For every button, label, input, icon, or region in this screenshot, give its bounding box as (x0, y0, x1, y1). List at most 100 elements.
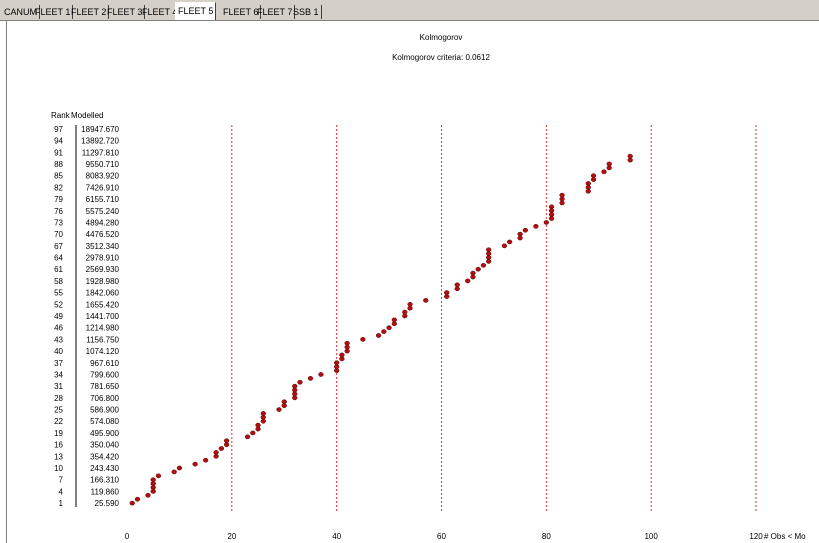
modelled-label: 5575.240 (86, 207, 120, 216)
tab-bar: CANUM FLEET 1 FLEET 2 FLEET 3 FLEET 4 FLEET 5… (0, 0, 819, 21)
chart-title: Kolmogorov (420, 33, 463, 42)
rank-label: 91 (54, 148, 63, 157)
rank-label: 55 (54, 289, 63, 298)
rank-label: 31 (54, 382, 63, 391)
x-tick-label: 0 (125, 532, 130, 541)
data-point (381, 329, 387, 334)
tab-canum[interactable]: CANUM (2, 5, 40, 19)
rank-label: 73 (54, 218, 63, 227)
data-point (470, 270, 476, 276)
modelled-header: Modelled (71, 111, 103, 120)
data-point (548, 212, 555, 218)
data-point (307, 376, 314, 381)
rank-label: 10 (54, 464, 63, 473)
modelled-label: 243.430 (90, 464, 119, 473)
rank-label: 28 (54, 394, 63, 403)
data-point (501, 243, 508, 249)
data-point (486, 259, 492, 264)
chart-panel: Kolmogorov Kolmogorov criteria: 0.0612 R… (6, 20, 819, 543)
tab-fleet-3[interactable]: FLEET 3 (105, 5, 146, 19)
modelled-label: 9550.710 (86, 160, 120, 169)
rank-label: 40 (54, 347, 63, 356)
modelled-label: 1214.980 (86, 324, 120, 333)
data-point (548, 204, 555, 210)
data-point (585, 181, 591, 186)
modelled-label: 2978.910 (86, 254, 120, 263)
data-point (533, 223, 539, 229)
data-point (402, 309, 408, 315)
modelled-label: 495.900 (90, 429, 119, 438)
rank-label: 4 (59, 487, 64, 496)
data-point (585, 188, 591, 194)
data-point (150, 477, 156, 483)
data-point (375, 333, 382, 338)
rank-label: 88 (54, 160, 63, 169)
modelled-label: 3512.340 (86, 242, 120, 251)
data-point (213, 450, 219, 455)
data-point (590, 173, 597, 179)
data-point (590, 177, 597, 182)
tab-fleet-6[interactable]: FLEET 6 (221, 5, 262, 19)
data-point (391, 321, 397, 327)
modelled-label: 1441.700 (86, 312, 120, 321)
data-point (297, 379, 303, 385)
rank-label: 37 (54, 359, 63, 368)
data-point (407, 301, 413, 307)
data-point (517, 231, 523, 237)
data-point (202, 457, 209, 463)
modelled-label: 781.650 (90, 382, 119, 391)
modelled-label: 706.800 (90, 394, 119, 403)
rank-label: 16 (54, 441, 63, 450)
x-tick-label: 40 (332, 532, 341, 541)
data-point (150, 489, 156, 494)
data-point (627, 153, 633, 159)
modelled-label: 2569.930 (86, 265, 120, 274)
x-tick-label: 20 (227, 532, 236, 541)
data-point (176, 465, 183, 471)
rank-label: 49 (54, 312, 63, 321)
rank-label: 52 (54, 300, 63, 309)
data-point (213, 453, 219, 459)
rank-label: 13 (54, 452, 63, 461)
data-point (145, 492, 151, 498)
rank-label: 82 (54, 183, 63, 192)
data-point (281, 399, 287, 405)
data-point (517, 235, 523, 241)
tab-fleet-2[interactable]: FLEET 2 (69, 5, 110, 19)
data-point (171, 469, 177, 475)
modelled-label: 1928.980 (86, 277, 120, 286)
modelled-label: 350.040 (90, 441, 119, 450)
data-point (480, 262, 487, 268)
modelled-label: 119.860 (91, 487, 120, 496)
data-point (192, 461, 198, 467)
data-point (255, 426, 261, 432)
rank-label: 7 (59, 476, 64, 485)
tab-ssb-1[interactable]: SSB 1 (291, 5, 322, 19)
tab-fleet-1[interactable]: FLEET 1 (33, 5, 74, 19)
rank-label: 1 (59, 499, 64, 508)
chart-subtitle: Kolmogorov criteria: 0.0612 (392, 53, 490, 62)
data-point (627, 157, 633, 163)
data-point (601, 169, 607, 175)
data-point (486, 255, 492, 260)
x-tick-label: 60 (437, 532, 446, 541)
tab-fleet-5[interactable]: FLEET 5 (175, 2, 217, 20)
data-point (606, 165, 612, 171)
modelled-label: 1655.420 (86, 300, 120, 309)
data-point (334, 360, 340, 366)
data-point (559, 196, 565, 202)
rank-label: 19 (54, 429, 63, 438)
rank-labels: 97 18947.670 94 13892.720 91 11297.810 88 9550.… (54, 125, 119, 508)
modelled-label: 18947.670 (81, 125, 119, 134)
rank-label: 67 (54, 242, 63, 251)
data-point (606, 161, 612, 167)
tab-fleet-7[interactable]: FLEET 7 (255, 5, 296, 19)
rank-label: 79 (54, 195, 63, 204)
data-point (559, 192, 565, 198)
x-tick-label: 120 (749, 532, 763, 541)
rank-header: Rank (51, 111, 71, 120)
data-point (292, 387, 298, 393)
data-point (318, 372, 324, 377)
data-point (454, 282, 460, 288)
data-point (391, 317, 397, 323)
